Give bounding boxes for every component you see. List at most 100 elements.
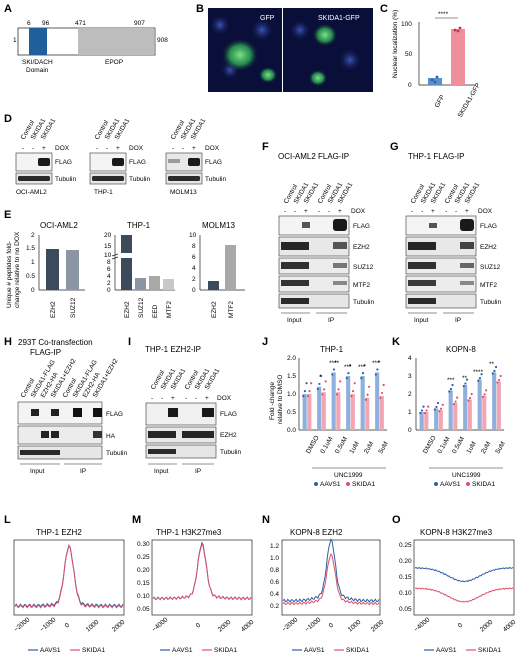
g-title: THP-1 FLAG-IP <box>408 152 464 161</box>
k-bar-aavs1 <box>463 385 468 430</box>
c-ytick: 50 <box>405 51 413 58</box>
o-xtick: 4000 <box>502 619 518 634</box>
j-ylabel-2: relative to DMSO <box>277 375 284 425</box>
i-dox-label: DOX <box>217 395 232 402</box>
j-legend-swatch-aavs1 <box>314 482 318 486</box>
j-dot <box>337 388 340 391</box>
n-xtick: −2000 <box>281 616 300 633</box>
d-row-label: Tubulin <box>205 176 226 183</box>
panel-g: G THP-1 FLAG-IP Control SKIDA1 SKIDA1 Co… <box>390 141 501 324</box>
g-blot: FLAG EZH2 SUZ12 MTF2 Tubulin <box>405 215 501 309</box>
j-dot <box>332 368 336 371</box>
m-ytick: 0.20 <box>137 567 150 574</box>
j-dot <box>308 390 311 393</box>
i-dox-sign: - <box>195 395 197 402</box>
n-ytick: 1.0 <box>270 555 279 562</box>
l-xtick: 2000 <box>111 619 127 634</box>
e3-ytick: 8 <box>192 243 196 250</box>
blot-band <box>168 159 180 163</box>
g-dox-sign: - <box>455 208 457 215</box>
k-bar-aavs1 <box>448 390 453 430</box>
k-dot <box>477 379 480 382</box>
d-flag-blot <box>89 152 127 172</box>
i-title: THP-1 EZH2-IP <box>145 345 201 354</box>
k-dot <box>464 382 467 385</box>
blot-band <box>460 281 474 285</box>
blot-band <box>92 176 124 181</box>
k-ytick: 4 <box>408 355 412 362</box>
j-dot <box>306 395 310 398</box>
k-sig: *** <box>447 377 455 384</box>
j-bar-skida1 <box>307 394 312 430</box>
o-line-aavs1 <box>414 566 514 583</box>
c-ylabel: Nuclear localization (%) <box>392 10 399 78</box>
blot-band <box>93 431 102 438</box>
pos-6: 6 <box>27 20 31 27</box>
j-xtick: 0.5uM <box>334 436 349 455</box>
blot-band <box>93 408 102 417</box>
f-row-label: MTF2 <box>353 282 370 289</box>
j-bar-skida1 <box>365 397 370 430</box>
i-dox-sign: + <box>171 395 175 402</box>
f-flag-strip <box>278 215 350 236</box>
e1-xtick: SUZ12 <box>70 297 77 318</box>
o-ytick: 0.10 <box>399 590 412 597</box>
m-line-aavs1 <box>152 541 252 601</box>
d-dox-sign: + <box>42 145 46 152</box>
blot-band <box>333 219 347 231</box>
k-dot <box>465 378 469 381</box>
l-xtick: 0 <box>64 622 72 630</box>
j-legend-swatch-skida1 <box>346 482 350 486</box>
blot-band <box>20 450 60 455</box>
n-ytick: 0.8 <box>270 567 279 574</box>
k-dot <box>448 390 451 393</box>
j-dot <box>331 373 334 376</box>
j-ytick: 0.5 <box>287 409 296 416</box>
k-bar-aavs1 <box>477 379 482 430</box>
g-dox-sign: - <box>421 208 423 215</box>
m-ytick: 0.25 <box>137 554 150 561</box>
panel-letter-f: F <box>262 141 269 153</box>
c-xtick-gfp: GFP <box>434 94 447 109</box>
o-xtick: −4000 <box>413 616 432 633</box>
k-dot <box>449 387 453 391</box>
k-sig: **** <box>473 369 484 376</box>
n-line-skida1 <box>282 552 380 606</box>
d-cell-label: MOLM13 <box>170 189 197 196</box>
i-dox-sign: - <box>151 395 153 402</box>
blot-band <box>429 223 437 228</box>
m-xtick: 4000 <box>240 619 256 634</box>
j-bars <box>302 360 385 430</box>
blot-band <box>168 176 200 181</box>
o-line-skida1 <box>414 587 514 603</box>
j-dot <box>364 398 368 401</box>
e-title-oci: OCI-AML2 <box>40 221 78 230</box>
panel-letter-d: D <box>4 113 12 125</box>
f-dox-sign: + <box>304 208 308 215</box>
blot-band <box>333 263 347 268</box>
panel-letter-g: G <box>390 141 399 153</box>
e-title-thp1: THP-1 <box>127 221 151 230</box>
j-dot <box>376 368 379 371</box>
f-dox-sign: - <box>318 208 320 215</box>
blot-band <box>281 280 309 286</box>
blot-band <box>182 431 214 438</box>
i-dox-sign: - <box>161 395 163 402</box>
j-dot <box>348 364 352 367</box>
f-row-label: Tubulin <box>353 299 374 306</box>
k-sig: ** <box>462 375 468 382</box>
blot-band <box>168 408 178 417</box>
panel-letter-i: I <box>128 336 131 348</box>
gfp-image-label: GFP <box>260 15 275 22</box>
nucleus-blob <box>251 19 273 41</box>
f-ezh2-strip <box>278 236 350 257</box>
m-frame <box>151 539 253 616</box>
blot-band <box>302 222 310 228</box>
f-dox-sign: + <box>338 208 342 215</box>
blot-band <box>460 219 474 231</box>
c-dot <box>430 78 434 82</box>
panel-e: E Unique # peptides fold- change relativ… <box>4 209 245 318</box>
ski-dach-label: SKI/DACH <box>22 59 53 66</box>
k-bar-skida1 <box>453 403 458 430</box>
